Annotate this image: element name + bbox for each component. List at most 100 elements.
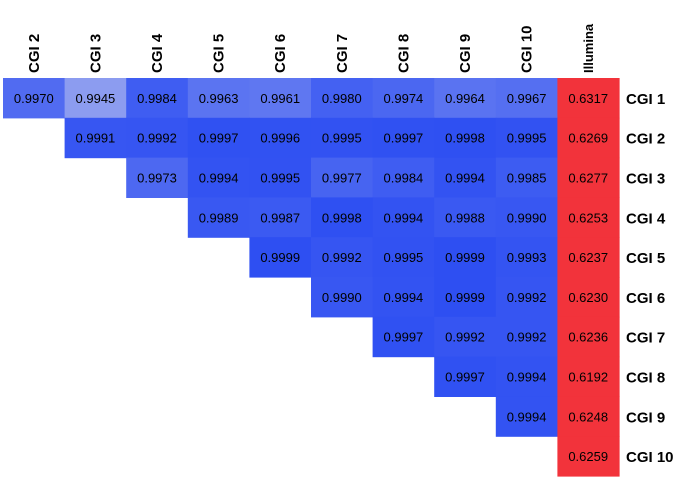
heatmap-cell [126,157,189,198]
cell-value-label: 0.9961 [260,91,300,106]
heatmap-cell [311,197,374,238]
row-label: CGI 5 [626,250,665,267]
row-label: CGI 2 [626,131,665,148]
heatmap-cell [434,157,497,198]
heatmap-cell [249,157,312,198]
cell-value-label: 0.9999 [260,250,300,265]
heatmap-cell [126,117,189,159]
row-label: CGI 8 [626,370,665,387]
cell-value-label: 0.9992 [322,250,362,265]
cell-value-label: 0.6259 [568,449,608,464]
column-label: CGI 8 [395,34,412,73]
heatmap-cell [372,78,435,119]
heatmap-cell [187,157,250,198]
row-labels: CGI 1 CGI 2 CGI 3 CGI 4 CGI 5 CGI 6 CGI 7 CGI 8… [626,91,674,466]
heatmap-cell [249,197,312,238]
column-label: CGI 7 [334,34,351,73]
cell-value-label: 0.9999 [445,290,485,305]
heatmap-cell [495,356,558,397]
heatmap-cell [311,237,374,278]
heatmap-cell [311,157,374,198]
heatmap-cell [557,237,620,278]
heatmap-cell [557,436,620,477]
cell-value-label: 0.9964 [445,91,485,106]
heatmap-cell [434,237,497,278]
cell-value-label: 0.9992 [137,131,177,146]
cell-value-label: 0.9984 [137,91,177,106]
column-label: Illumina [581,23,596,73]
heatmap-cell [495,396,558,437]
cell-value-label: 0.9967 [507,91,547,106]
heatmap-cell [495,117,558,159]
cell-value-label: 0.9991 [76,131,116,146]
row-label: CGI 6 [626,290,665,307]
heatmap-cell [311,117,374,159]
heatmap-cell [557,396,620,437]
heatmap-cell [495,197,558,238]
heatmap-cell [495,237,558,278]
cell-value-label: 0.9992 [507,290,547,305]
cell-value-label: 0.9995 [384,250,424,265]
row-label: CGI 4 [626,210,666,227]
heatmap-cell [372,237,435,278]
heatmap-cell [372,197,435,238]
heatmap-cell [187,197,250,238]
cell-value-label: 0.9995 [260,171,300,186]
heatmap-cell [372,316,435,358]
cell-value-label: 0.6269 [568,131,608,146]
cell-value-label: 0.9994 [445,171,485,186]
heatmap-cell [311,277,374,318]
cell-value-label: 0.9995 [507,131,547,146]
heatmap-cell [434,197,497,238]
cell-value-label: 0.6236 [568,330,608,345]
heatmap-cells [3,78,620,477]
row-label: CGI 7 [626,330,665,347]
cell-value-label: 0.9984 [384,171,424,186]
heatmap-cell [434,117,497,159]
cell-value-label: 0.9997 [384,330,424,345]
cell-value-label: 0.6253 [568,210,608,225]
cell-value-label: 0.9997 [445,370,485,385]
cell-value-label: 0.9992 [507,330,547,345]
heatmap-cell [495,157,558,198]
heatmap-cell [249,237,312,278]
cell-value-label: 0.9997 [384,131,424,146]
column-label: CGI 5 [211,34,228,73]
cell-value-label: 0.9963 [199,91,239,106]
cell-value-label: 0.9994 [384,290,424,305]
cell-value-label: 0.9997 [199,131,239,146]
cell-value-label: 0.6230 [568,290,608,305]
heatmap-cell [495,277,558,318]
cell-value-label: 0.6317 [568,91,608,106]
cell-value-label: 0.9994 [507,409,547,424]
cell-value-label: 0.9987 [260,210,300,225]
cell-value-label: 0.6192 [568,370,608,385]
cell-value-label: 0.9977 [322,171,362,186]
cell-value-label: 0.9994 [384,210,424,225]
cell-value-label: 0.6237 [568,250,608,265]
cell-value-label: 0.6277 [568,171,608,186]
cell-value-label: 0.9995 [322,131,362,146]
heatmap-cell [434,277,497,318]
column-label: CGI 6 [272,34,289,73]
cell-value-label: 0.9994 [199,171,239,186]
heatmap-cell [557,117,620,159]
column-labels: CGI 2 CGI 3 CGI 4 CGI 5 CGI 6 CGI 7 CGI 8 CGI 9… [26,23,596,73]
column-label: CGI 9 [457,34,474,73]
cell-value-label: 0.9985 [507,171,547,186]
cell-value-label: 0.9980 [322,91,362,106]
column-label: CGI 2 [26,34,43,73]
heatmap-cell [64,78,127,119]
cell-value-label: 0.9998 [445,131,485,146]
cell-value-label: 0.9990 [322,290,362,305]
cell-value-label: 0.9945 [76,91,116,106]
row-label: CGI 3 [626,171,665,188]
cell-value-label: 0.9994 [507,370,547,385]
cell-value-label: 0.9973 [137,171,177,186]
heatmap-cell [372,277,435,318]
row-label: CGI 9 [626,409,665,426]
cell-value-label: 0.9992 [445,330,485,345]
heatmap-cell [495,316,558,358]
heatmap-cell [64,117,127,159]
cell-value-label: 0.9989 [199,210,239,225]
